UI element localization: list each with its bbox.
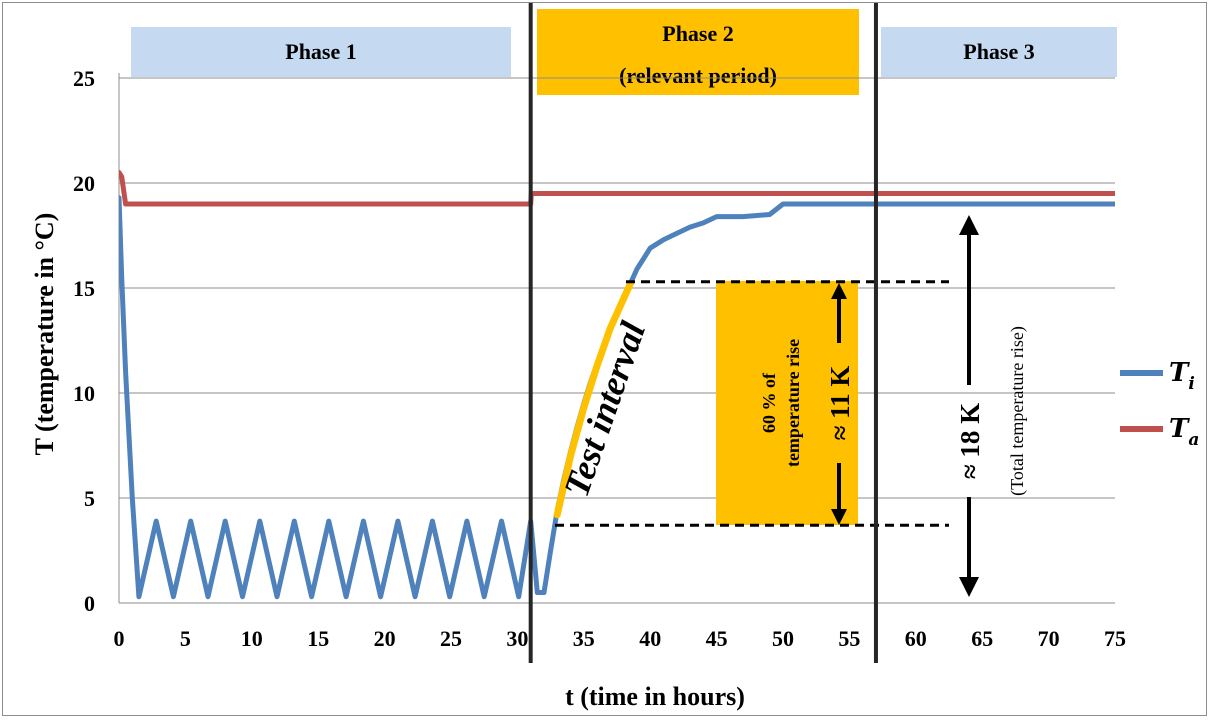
x-tick-label-20: 20 [374, 626, 396, 651]
phase2-label: Phase 2 [662, 21, 734, 46]
x-tick-label-10: 10 [241, 626, 263, 651]
x-tick-label-65: 65 [971, 626, 993, 651]
phase3-box [881, 27, 1117, 77]
data-series [119, 170, 1115, 600]
x-tick-label-45: 45 [706, 626, 728, 651]
phase2-box [537, 9, 859, 95]
temperature-chart: Phase 1 Phase 2 (relevant period) Phase … [30, 3, 1199, 711]
x-tick-label-50: 50 [772, 626, 794, 651]
sixty-percent-line2: temperature rise [783, 339, 803, 467]
phase2-sublabel: (relevant period) [619, 63, 777, 88]
y-tick-label-20: 20 [73, 171, 95, 196]
x-axis-title: t (time in hours) [565, 682, 745, 711]
legend: Ti Ta [1120, 358, 1199, 450]
phase1-box [131, 27, 511, 77]
x-tick-label-15: 15 [307, 626, 329, 651]
sixty-percent-line1: 60 % of [759, 372, 779, 433]
x-tick-label-5: 5 [180, 626, 191, 651]
y-axis-title: T (temperature in °C) [30, 213, 59, 456]
y-tick-label-0: 0 [84, 591, 95, 616]
y-tick-label-5: 5 [84, 486, 95, 511]
eleven-k-label: ≈ 11 K [825, 366, 855, 441]
x-tick-label-35: 35 [573, 626, 595, 651]
legend-label-t-i: Ti [1169, 358, 1195, 394]
y-tick-label-10: 10 [73, 381, 95, 406]
eighteen-k-label: ≈ 18 K [955, 403, 985, 479]
axes: 0 5 10 15 20 25 0 5 10 15 20 25 30 35 40 45 50 55 60 65 70 75 [73, 66, 1126, 651]
sixty-percent-box [716, 281, 858, 525]
eighteen-k-arrow [959, 215, 979, 597]
series-line-t-i [119, 195, 1115, 600]
legend-label-t-a: Ta [1169, 414, 1199, 450]
phase3-label: Phase 3 [963, 39, 1035, 64]
test-interval-curve [553, 280, 634, 519]
total-rise-label: (Total temperature rise) [1007, 326, 1028, 496]
x-tick-label-75: 75 [1104, 626, 1126, 651]
x-tick-label-0: 0 [114, 626, 125, 651]
phase1-label: Phase 1 [285, 39, 357, 64]
eleven-k-arrow [831, 283, 847, 525]
x-tick-label-70: 70 [1038, 626, 1060, 651]
phase-boundaries [528, 3, 878, 663]
x-tick-label-55: 55 [838, 626, 860, 651]
x-tick-label-30: 30 [506, 626, 528, 651]
y-tick-label-15: 15 [73, 276, 95, 301]
reference-lines [555, 280, 949, 527]
y-tick-label-25: 25 [73, 66, 95, 91]
x-tick-label-25: 25 [440, 626, 462, 651]
series-line-t-a [119, 170, 1115, 207]
gridlines [119, 77, 1115, 499]
x-tick-label-40: 40 [639, 626, 661, 651]
x-tick-label-60: 60 [905, 626, 927, 651]
